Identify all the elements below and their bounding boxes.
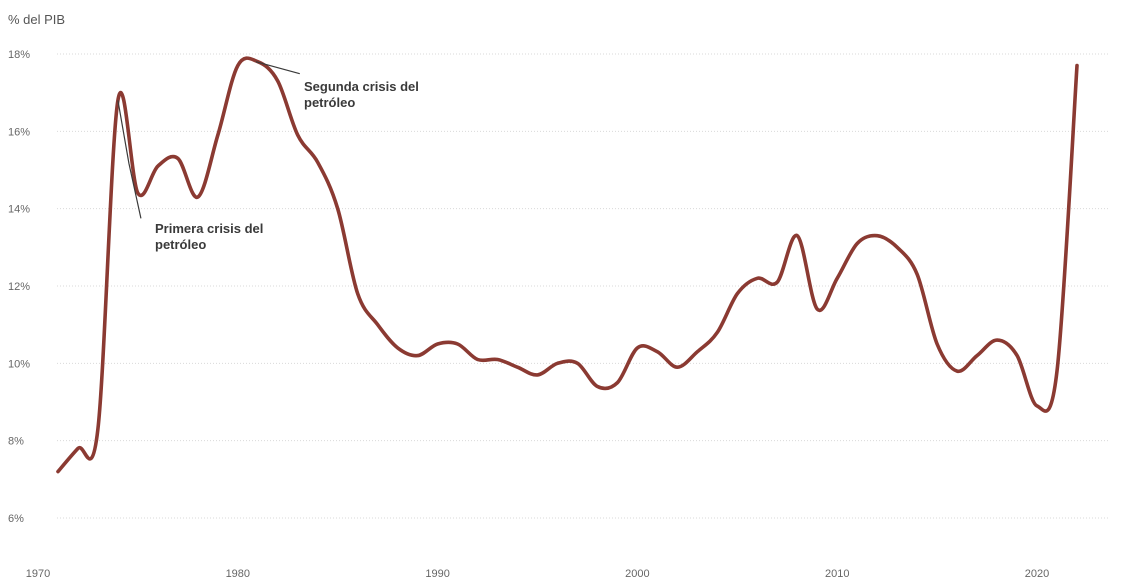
x-tick-label: 2020 (1025, 568, 1049, 580)
annotation-text: petróleo (304, 95, 355, 110)
y-tick-labels: 6% 8% 10% 12% 14% 16% 18% (8, 49, 30, 525)
annotation-text: Primera crisis del (155, 221, 263, 236)
y-tick-label: 8% (8, 436, 24, 448)
annotation-text: petróleo (155, 237, 206, 252)
x-tick-label: 2000 (625, 568, 649, 580)
x-tick-label: 1970 (26, 568, 50, 580)
x-tick-labels: 1970 1980 1990 2000 2010 2020 (26, 568, 1050, 580)
annotation-leader (117, 100, 142, 219)
y-tick-label: 12% (8, 281, 30, 293)
y-tick-label: 10% (8, 358, 30, 370)
annotation-leader (255, 61, 300, 75)
x-tick-label: 1980 (226, 568, 250, 580)
annotation-text: Segunda crisis del (304, 79, 419, 94)
series-line (56, 56, 1079, 474)
y-tick-label: 18% (8, 49, 30, 61)
y-tick-label: 14% (8, 204, 30, 216)
x-tick-label: 1990 (425, 568, 449, 580)
y-tick-label: 6% (8, 513, 24, 525)
x-tick-label: 2010 (825, 568, 849, 580)
y-tick-label: 16% (8, 126, 30, 138)
series-layer (56, 56, 1079, 474)
y-axis-label: % del PIB (8, 12, 65, 27)
grid-lines (57, 53, 1108, 519)
